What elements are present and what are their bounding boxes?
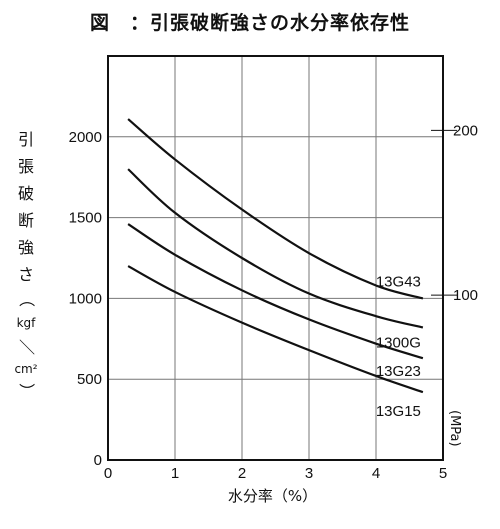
series-line [127, 223, 424, 360]
x-tick-label: 0 [104, 465, 112, 482]
secondary-y-axis-unit: (MPa) [447, 410, 462, 447]
x-tick-label: 2 [238, 465, 246, 482]
plot-border [107, 55, 444, 461]
y-axis-label: 引 張 破 断 強 さ （ kgf ／ cm² ） [14, 126, 38, 402]
tick-labels: 0 1 2 3 4 5 0 500 1000 1500 2000 [69, 129, 448, 482]
plot-frame [107, 55, 444, 461]
y-tick-label: 1500 [69, 210, 102, 227]
series-line [127, 118, 424, 300]
y-tick-label: 0 [94, 452, 102, 469]
secondary-y-tick-label: 100 [453, 287, 478, 304]
y-tick-label: 500 [77, 371, 102, 388]
secondary-y-tick-label: 200 [453, 122, 478, 139]
series-label: 13G23 [376, 363, 421, 380]
series-labels: 13G43 1300G 13G23 13G15 [376, 273, 421, 420]
series-label: 1300G [376, 334, 421, 351]
grid-lines [108, 56, 443, 460]
chart-title: 図 ：引張破断強さの水分率依存性 [89, 12, 410, 34]
x-axis-label: 水分率（%） [227, 487, 318, 505]
y-axis-label-char: 断 [17, 211, 34, 230]
y-axis-unit-kgf: kgf [16, 316, 36, 330]
y-tick-label: 2000 [69, 129, 102, 146]
y-axis-label-char: 張 [17, 157, 34, 176]
y-axis-label-char: 強 [17, 238, 34, 257]
series-line [127, 265, 424, 394]
y-axis-label-char: さ [17, 265, 34, 284]
x-tick-label: 3 [305, 465, 313, 482]
x-tick-label: 5 [439, 465, 447, 482]
series-label: 13G43 [376, 273, 421, 290]
series-label: 13G15 [376, 403, 421, 420]
y-axis-label-char: 破 [17, 184, 34, 203]
secondary-y-axis: 100 200 [431, 122, 478, 304]
x-tick-label: 1 [171, 465, 179, 482]
series-line [127, 168, 424, 329]
y-axis-unit-cm2: cm² [14, 362, 38, 376]
x-tick-label: 4 [372, 465, 380, 482]
series-lines [127, 118, 424, 394]
y-tick-label: 1000 [69, 290, 102, 307]
y-axis-label-char: 引 [17, 130, 34, 149]
